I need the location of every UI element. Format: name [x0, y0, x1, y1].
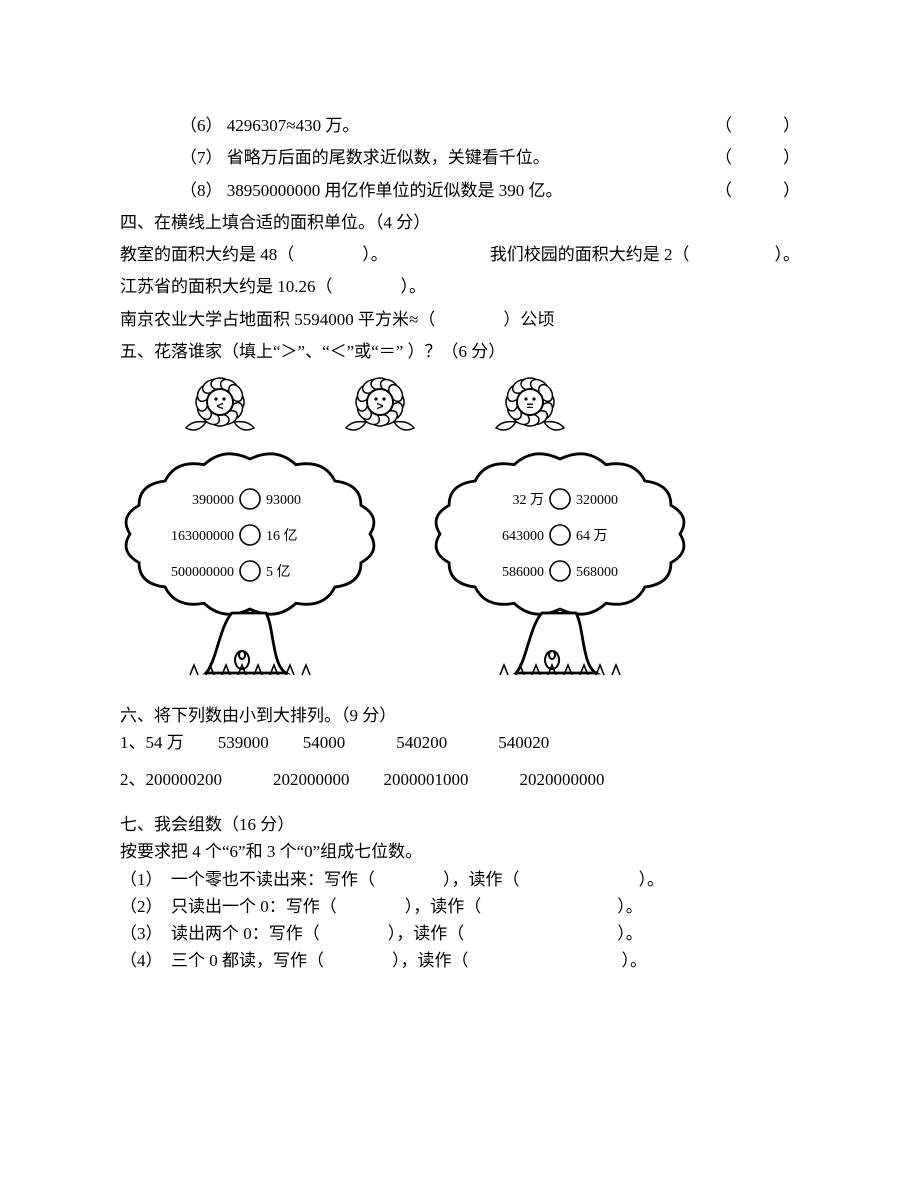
- section-6-line1: 1、54 万 539000 54000 540200 540020: [120, 729, 800, 756]
- item-7: （7） 省略万后面的尾数求近似数，关键看千位。 （ ）: [120, 142, 800, 174]
- page: （6） 4296307≈430 万。 （ ） （7） 省略万后面的尾数求近似数，…: [0, 0, 920, 1192]
- section-7-item-2: （2） 只读出一个 0：写作（ ），读作（ ）。: [120, 893, 800, 920]
- label: （7）: [180, 148, 223, 167]
- svg-text:5 亿: 5 亿: [266, 564, 291, 580]
- section-6-line2: 2、200000200 202000000 2000001000 2020000…: [120, 766, 800, 793]
- section-6-heading: 六、将下列数由小到大排列。（9 分）: [120, 702, 800, 729]
- section-7-item-4: （4） 三个 0 都读，写作（ ），读作（ ）。: [120, 947, 800, 974]
- section-7-sub: 按要求把 4 个“6”和 3 个“0”组成七位数。: [120, 838, 800, 865]
- section-4-line3: 南京农业大学占地面积 5594000 平方米≈（ ）公顷: [120, 304, 800, 336]
- item-6: （6） 4296307≈430 万。 （ ）: [120, 110, 800, 142]
- section-7-heading: 七、我会组数（16 分）: [120, 811, 800, 838]
- svg-text:320000: 320000: [576, 493, 618, 508]
- s4-l1a: 教室的面积大约是 48（ ）。: [120, 239, 388, 271]
- label: （8）: [180, 181, 223, 200]
- svg-text:163000000: 163000000: [171, 529, 234, 544]
- svg-text:>: >: [376, 399, 383, 413]
- item-8-paren[interactable]: （ ）: [715, 175, 800, 207]
- section-7-item-1: （1） 一个零也不读出来：写作（ ），读作（ ）。: [120, 866, 800, 893]
- section-4-line2: 江苏省的面积大约是 10.26（ ）。: [120, 271, 800, 303]
- svg-text:643000: 643000: [502, 529, 544, 544]
- item-6-paren[interactable]: （ ）: [715, 110, 800, 142]
- section-5-heading: 五、花落谁家（填上“＞”、“＜”或“＝” ）？（6 分）: [120, 336, 800, 368]
- item-8: （8） 38950000000 用亿作单位的近似数是 390 亿。 （ ）: [120, 175, 800, 207]
- svg-text:64 万: 64 万: [576, 529, 608, 544]
- content: （6） 4296307≈430 万。 （ ） （7） 省略万后面的尾数求近似数，…: [120, 110, 800, 974]
- s4-l1b: 我们校园的面积大约是 2（ ）。: [490, 239, 800, 271]
- text: 4296307≈430 万。: [227, 116, 360, 135]
- spacer: [120, 756, 800, 766]
- label: （6）: [180, 116, 223, 135]
- item-7-text: （7） 省略万后面的尾数求近似数，关键看千位。: [180, 142, 550, 174]
- svg-text:568000: 568000: [576, 565, 618, 580]
- svg-text:500000000: 500000000: [171, 565, 234, 580]
- item-7-paren[interactable]: （ ）: [715, 142, 800, 174]
- svg-text:32 万: 32 万: [513, 493, 545, 508]
- svg-text:=: =: [526, 399, 533, 413]
- item-6-text: （6） 4296307≈430 万。: [180, 110, 359, 142]
- text: 省略万后面的尾数求近似数，关键看千位。: [227, 148, 550, 167]
- section-4-line1: 教室的面积大约是 48（ ）。 我们校园的面积大约是 2（ ）。: [120, 239, 800, 271]
- section5-svg: < > = 390000 93000 163000000 16 亿 500000000 5 亿…: [120, 374, 720, 684]
- svg-text:390000: 390000: [192, 493, 234, 508]
- spacer: [120, 793, 800, 811]
- section-4-heading: 四、在横线上填合适的面积单位。（4 分）: [120, 207, 800, 239]
- svg-text:586000: 586000: [502, 565, 544, 580]
- text: 38950000000 用亿作单位的近似数是 390 亿。: [227, 181, 563, 200]
- section-7-item-3: （3） 读出两个 0：写作（ ），读作（ ）。: [120, 920, 800, 947]
- flowers-and-trees: < > = 390000 93000 163000000 16 亿 500000000 5 亿…: [120, 374, 800, 695]
- item-8-text: （8） 38950000000 用亿作单位的近似数是 390 亿。: [180, 175, 563, 207]
- svg-text:<: <: [216, 399, 223, 413]
- svg-text:16 亿: 16 亿: [266, 528, 298, 544]
- svg-text:93000: 93000: [266, 493, 301, 508]
